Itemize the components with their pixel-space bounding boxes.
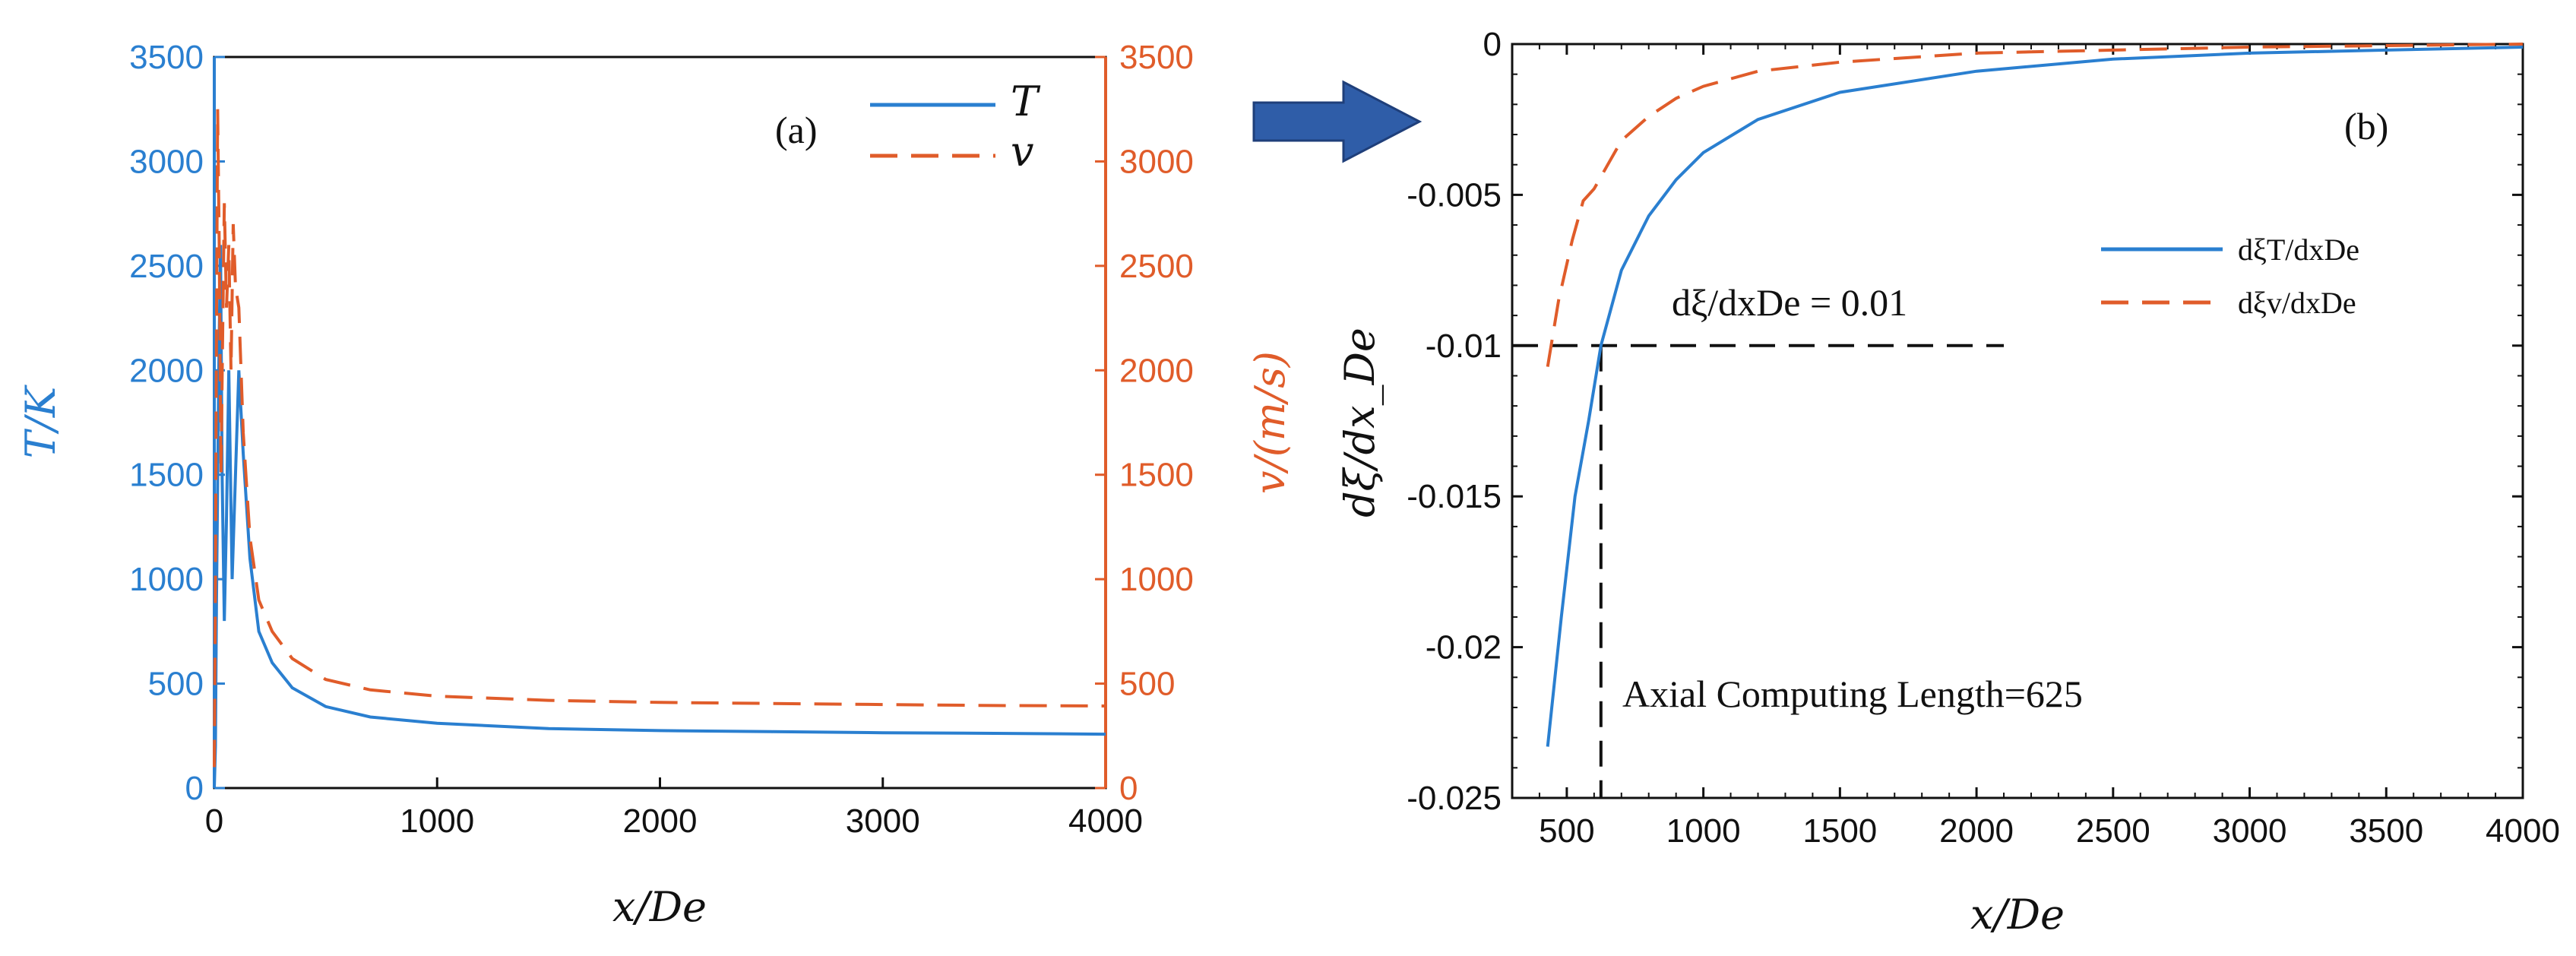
a-ytick-right-label: 2000 — [1119, 352, 1194, 389]
a-series-T — [213, 245, 1106, 789]
b-ytick-label: -0.01 — [1426, 328, 1502, 365]
b-ytick-label: -0.025 — [1407, 780, 1502, 817]
b-xtick-label: 1500 — [1802, 812, 1877, 850]
panel-b: 500 1000 1500 2000 2500 3000 3500 4000 0 -0.005 -0… — [1336, 26, 2560, 939]
a-ytick-right-label: 2500 — [1119, 248, 1194, 285]
a-ytick-right-label: 3500 — [1119, 39, 1194, 76]
a-ytick-right-label: 1000 — [1119, 561, 1194, 598]
b-xtick-label: 3500 — [2349, 812, 2423, 850]
b-ytick-label: -0.015 — [1407, 478, 1502, 515]
panel-a: 0 1000 2000 3000 400005001000150020002500300… — [17, 39, 1294, 931]
a-ytick-right-label: 3000 — [1119, 143, 1194, 180]
a-series-v — [213, 109, 1106, 768]
a-xtick-label: 0 — [205, 802, 223, 840]
legend-b: dξT/dxDe dξv/dxDe — [2101, 233, 2359, 320]
a-xtick-label: 2000 — [623, 802, 698, 840]
a-ytick-left-label: 1500 — [129, 457, 204, 494]
b-series-v — [1546, 43, 2524, 367]
panel-a-frame — [213, 55, 1107, 790]
a-ytick-right-label: 0 — [1119, 770, 1138, 807]
panel-b-frame — [1511, 43, 2524, 799]
a-ytick-left-label: 1000 — [129, 561, 204, 598]
panel-a-ylabel-right: v/(m/s) — [1246, 351, 1294, 494]
panel-b-ylabel: dξ/dx_De — [1336, 328, 1384, 518]
b-xtick-label: 4000 — [2486, 812, 2560, 850]
right-arrow-icon — [1252, 80, 1422, 163]
a-xtick-label: 1000 — [400, 802, 474, 840]
b-xtick-label: 2500 — [2076, 812, 2150, 850]
panel-b-label: (b) — [2344, 105, 2388, 147]
b-xtick-label: 500 — [1539, 812, 1594, 850]
a-ytick-left-label: 3000 — [129, 143, 204, 180]
a-ytick-left-label: 500 — [148, 666, 204, 703]
b-ytick-label: 0 — [1483, 26, 1502, 63]
legend-b-v-label: dξv/dxDe — [2238, 286, 2356, 320]
panel-a-label: (a) — [775, 109, 818, 151]
legend-b-T-label: dξT/dxDe — [2238, 233, 2359, 267]
b-xtick-label: 2000 — [1939, 812, 2014, 850]
b-xtick-label: 3000 — [2213, 812, 2287, 850]
b-series-T — [1546, 46, 2524, 747]
a-ytick-left-label: 0 — [185, 770, 204, 807]
panel-a-xlabel: x/De — [612, 883, 707, 931]
panel-a-ylabel-left: T/K — [17, 385, 65, 458]
axial-length-annotation: Axial Computing Length=625 — [1622, 673, 2083, 715]
panel-b-xlabel: x/De — [1970, 891, 2065, 939]
a-ytick-right-label: 500 — [1119, 666, 1175, 703]
a-ytick-right-label: 1500 — [1119, 457, 1194, 494]
b-ytick-label: -0.02 — [1426, 629, 1502, 666]
legend-a-T-label: T — [1011, 78, 1041, 125]
threshold-annotation: dξ/dxDe = 0.01 — [1672, 281, 1907, 324]
a-ytick-left-label: 2000 — [129, 352, 204, 389]
a-xtick-label: 4000 — [1068, 802, 1143, 840]
b-xtick-label: 1000 — [1666, 812, 1741, 850]
a-ytick-left-label: 3500 — [129, 39, 204, 76]
a-ytick-left-label: 2500 — [129, 248, 204, 285]
b-ytick-label: -0.005 — [1407, 176, 1502, 214]
legend-a-v-label: v — [1011, 128, 1034, 176]
legend-a: T v — [870, 78, 1041, 176]
a-xtick-label: 3000 — [846, 802, 920, 840]
